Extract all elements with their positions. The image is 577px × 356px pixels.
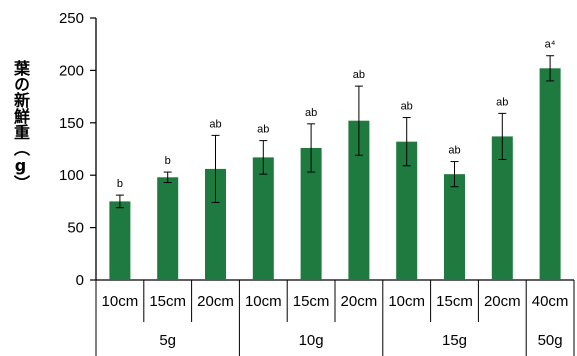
y-tick-label: 150 <box>59 115 84 132</box>
significance-label: ab <box>305 107 317 119</box>
bar <box>348 120 370 280</box>
y-tick-label: 0 <box>76 272 84 289</box>
bar <box>396 141 418 280</box>
y-axis-label: 葉の新鮮重（g） <box>11 60 30 191</box>
bar <box>300 147 322 280</box>
significance-label: b <box>165 155 171 167</box>
y-tick-label: 50 <box>67 220 84 237</box>
significance-label: ab <box>257 124 269 136</box>
category-label: 15cm <box>149 293 186 310</box>
significance-label: ab <box>401 101 413 113</box>
bar <box>491 136 513 280</box>
category-label: 20cm <box>341 293 378 310</box>
bar <box>205 168 226 280</box>
category-label: 20cm <box>484 293 521 310</box>
y-tick-label: 100 <box>59 167 84 184</box>
category-label: 40cm <box>532 293 569 310</box>
significance-label: b <box>117 178 123 190</box>
significance-label: ab <box>209 118 221 130</box>
category-label: 10cm <box>388 293 425 310</box>
category-labels: 10cm 15cm 20cm 10cm 15cm 20cm 10cm 15cm 20cm 40cm… <box>95 280 575 356</box>
group-label: 5g <box>159 332 176 349</box>
group-label: 15g <box>442 332 467 349</box>
bar <box>109 201 131 280</box>
category-label: 10cm <box>102 293 139 310</box>
category-label: 10cm <box>245 293 282 310</box>
significance-label: ab <box>496 96 508 108</box>
category-label: 15cm <box>293 293 330 310</box>
category-label: 15cm <box>436 293 473 310</box>
bars: b b ab ab ab ab ab ab ab a⁴ <box>109 39 561 280</box>
significance-label: ab <box>353 69 365 81</box>
group-label: 10g <box>299 332 324 349</box>
bar <box>539 68 561 280</box>
group-label: 50g <box>538 332 563 349</box>
bar <box>252 157 274 280</box>
bar <box>157 177 179 280</box>
category-label: 20cm <box>197 293 234 310</box>
y-tick-label: 200 <box>59 62 84 79</box>
bar <box>444 174 465 280</box>
y-tick-label: 250 <box>59 10 84 27</box>
significance-label: ab <box>448 145 460 157</box>
significance-label: a⁴ <box>545 39 556 51</box>
